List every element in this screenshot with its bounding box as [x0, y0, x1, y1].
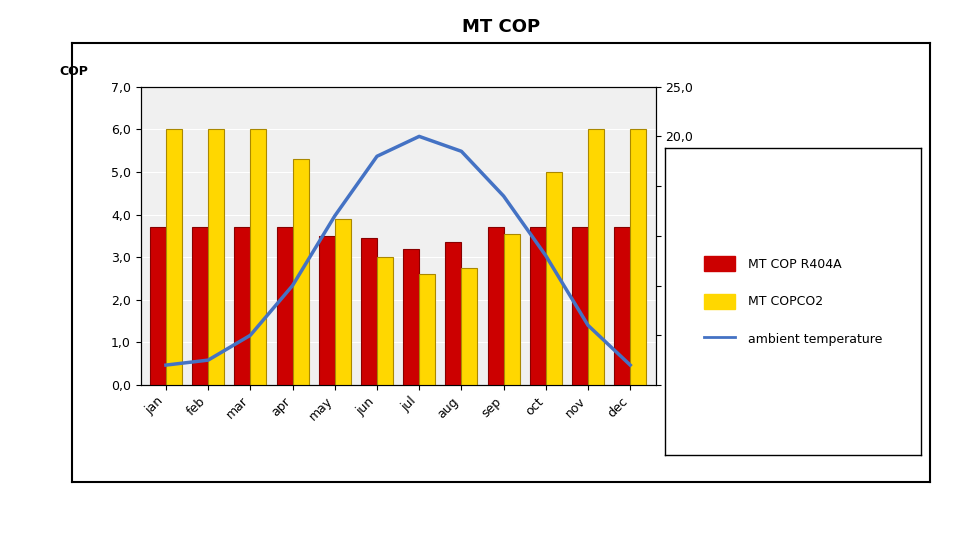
Bar [335, 219, 351, 385]
Bar [529, 227, 546, 385]
Bar [318, 236, 335, 385]
Bar [503, 234, 520, 385]
Bar [419, 274, 435, 385]
Bar [276, 227, 292, 385]
Bar [250, 129, 267, 385]
Bar [292, 159, 309, 385]
Bar [588, 129, 604, 385]
Bar [361, 238, 377, 385]
Bar [487, 227, 503, 385]
Bar [461, 268, 478, 385]
Bar [166, 129, 182, 385]
Bar [192, 227, 208, 385]
Bar [572, 227, 588, 385]
Bar [234, 227, 250, 385]
Title: MT COP: MT COP [462, 18, 540, 36]
Bar [377, 257, 393, 385]
Bar [546, 172, 562, 385]
Legend: MT COP R404A, MT COPCO2, ambient temperature: MT COP R404A, MT COPCO2, ambient tempera… [691, 243, 895, 359]
Bar [445, 242, 461, 385]
Y-axis label: COP: COP [59, 65, 88, 78]
Bar [403, 249, 419, 385]
Bar [208, 129, 224, 385]
Bar [614, 227, 630, 385]
Y-axis label: ambient temperature [°: ambient temperature [° [697, 161, 710, 311]
Bar [630, 129, 646, 385]
Bar [150, 227, 166, 385]
